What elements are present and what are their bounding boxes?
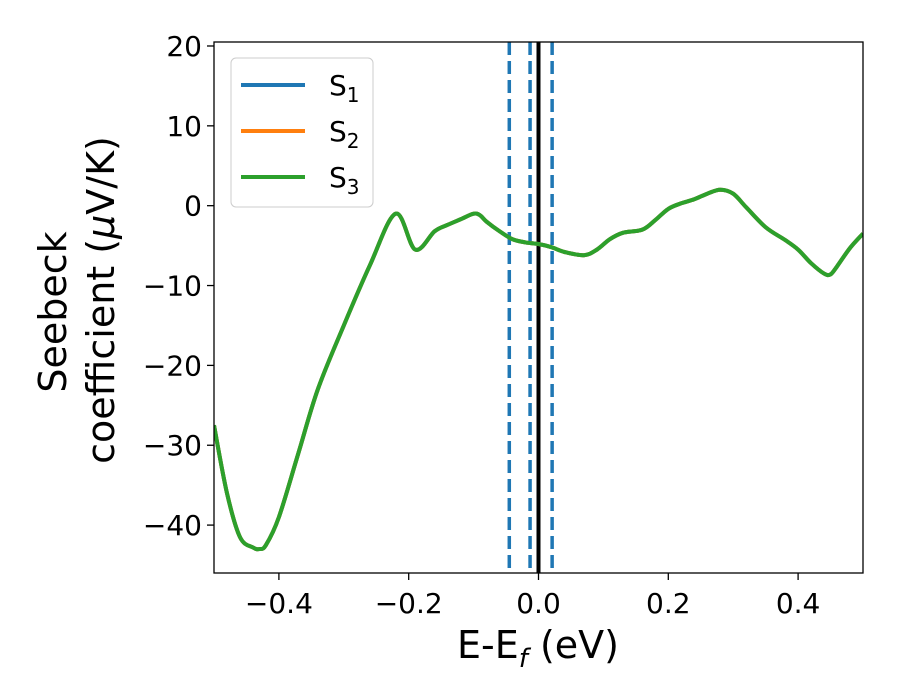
x-axis-ticks: −0.4 −0.2 0.0 0.2 0.4 bbox=[245, 573, 820, 620]
y-tick-label: −10 bbox=[143, 270, 202, 303]
y-axis-label-line2: coefficient (μV/K) bbox=[79, 136, 123, 464]
y-tick-label: −30 bbox=[143, 429, 202, 462]
y-axis-ticks: 20 10 0 −10 −20 −30 −40 bbox=[143, 30, 214, 542]
legend-item-s2: S2 bbox=[241, 115, 360, 153]
x-axis-label: E-Ef (eV) bbox=[457, 623, 619, 674]
legend-item-s1: S1 bbox=[241, 69, 360, 107]
x-tick-label: −0.4 bbox=[245, 587, 313, 620]
y-tick-label: −40 bbox=[143, 509, 202, 542]
y-tick-label: −20 bbox=[143, 349, 202, 382]
x-tick-label: −0.2 bbox=[375, 587, 443, 620]
y-axis-label-line1: Seebeck bbox=[31, 231, 75, 392]
legend-label-s2: S2 bbox=[329, 115, 360, 153]
x-tick-label: 0.2 bbox=[646, 587, 691, 620]
legend-label-s1: S1 bbox=[329, 69, 360, 107]
x-tick-label: 0.4 bbox=[776, 587, 821, 620]
legend-item-s3: S3 bbox=[241, 161, 360, 199]
series-line-s3 bbox=[214, 187, 863, 552]
legend: S1 S2 S3 bbox=[230, 57, 374, 208]
y-tick-label: 0 bbox=[184, 190, 202, 223]
y-tick-label: 10 bbox=[166, 110, 202, 143]
y-tick-label: 20 bbox=[166, 30, 202, 63]
x-tick-label: 0.0 bbox=[516, 587, 561, 620]
reference-lines bbox=[507, 42, 554, 573]
legend-label-s3: S3 bbox=[329, 161, 360, 199]
series-lines bbox=[214, 187, 863, 552]
